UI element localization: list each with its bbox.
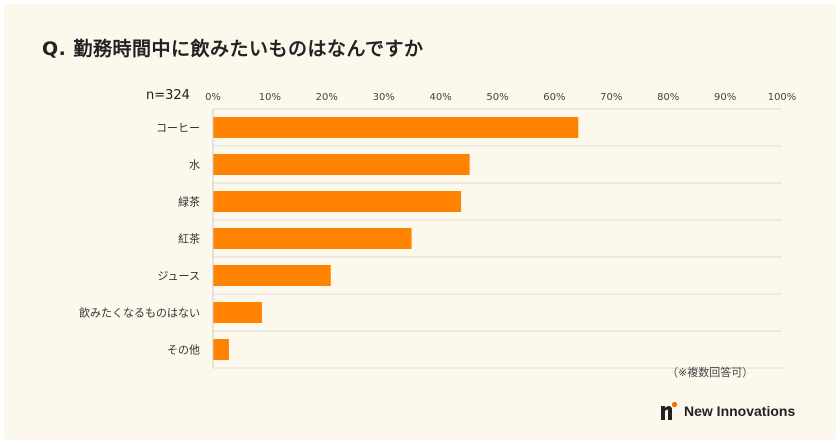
x-tick-label: 70% [600,92,622,103]
x-tick-label: 50% [486,92,508,103]
bar [213,339,229,360]
bar [213,228,412,249]
chart-card [4,4,836,440]
bar [213,117,579,138]
grid-lines [213,108,782,369]
bar [213,302,262,323]
bar [213,265,331,286]
chart-title: Q. 勤務時間中に飲みたいものはなんですか [42,38,424,60]
bar [213,191,462,212]
brand-name: New Innovations [684,403,796,419]
x-tick-label: 40% [429,92,451,103]
category-label: 紅茶 [178,233,200,246]
category-label: 水 [189,159,200,172]
sample-size-label: n=324 [146,88,190,103]
new-innovations-logo-icon [661,401,678,420]
brand-logo: New Innovations [660,401,795,421]
x-tick-label: 90% [714,92,736,103]
multiple-answer-note: （※複数回答可） [667,366,754,379]
bar [213,154,470,175]
bars [213,117,579,360]
category-label: ジュース [157,270,200,283]
category-label: コーヒー [156,122,200,135]
x-tick-label: 10% [259,92,281,103]
category-label: 飲みたくなるものはない [79,306,200,320]
x-tick-label: 30% [373,92,395,103]
category-label: その他 [167,344,200,357]
x-tick-label: 0% [205,92,221,103]
x-tick-label: 20% [316,92,338,103]
x-tick-label: 60% [543,92,565,103]
category-label: 緑茶 [178,195,200,209]
x-tick-label: 80% [657,92,679,103]
x-axis-ticks: 0% 10% 20% 30% 40% 50% 60% 70% 80% 90% 100% [205,92,796,103]
x-tick-label: 100% [768,92,797,103]
